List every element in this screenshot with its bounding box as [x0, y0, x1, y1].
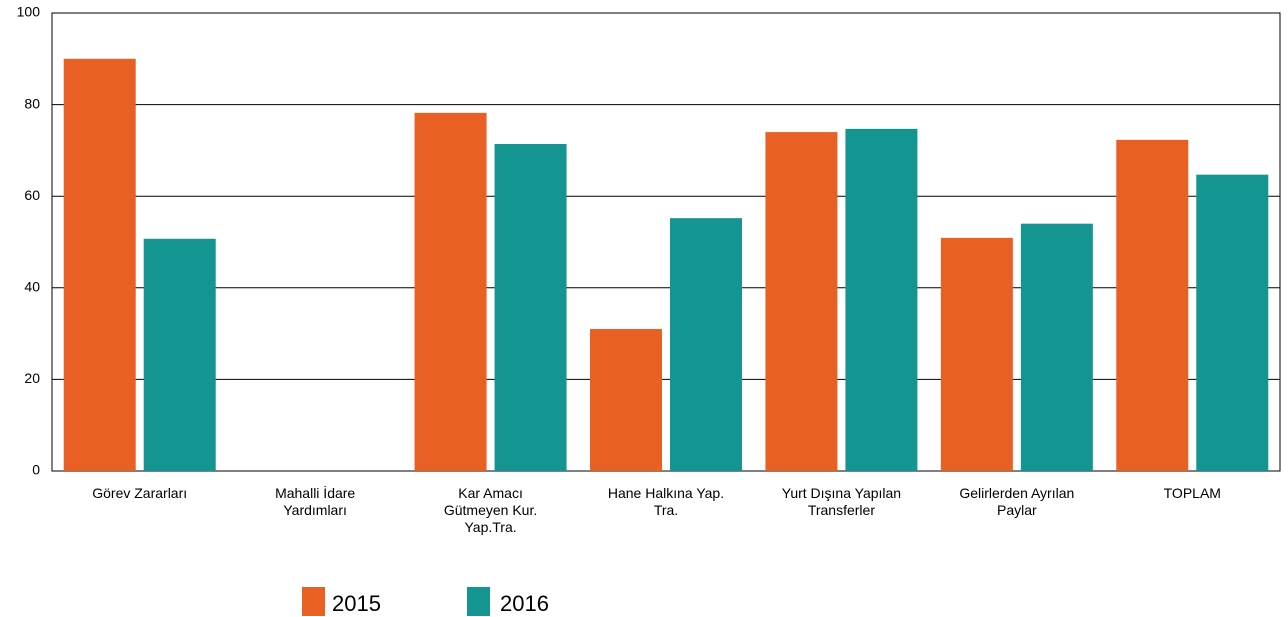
y-tick-label: 80: [24, 95, 40, 111]
x-tick-label: Hane Halkına Yap. Tra.: [607, 485, 725, 518]
legend-label: 2015: [332, 591, 381, 616]
bar: [494, 143, 567, 471]
bar: [1020, 223, 1093, 471]
y-tick-label: 20: [24, 370, 40, 386]
bar: [143, 238, 216, 471]
bar: [63, 58, 136, 472]
x-tick-label: Görev Zararları: [92, 485, 188, 501]
legend-swatch: [467, 587, 490, 616]
bar: [414, 112, 487, 472]
bar: [940, 237, 1013, 471]
bar: [845, 128, 918, 471]
legend-label: 2016: [500, 591, 549, 616]
x-tick-label: Kar Amacı Gütmeyen Kur. Yap.Tra.: [443, 485, 538, 535]
bar: [670, 218, 742, 471]
x-tick-label: Gelirlerden Ayrılan Paylar: [959, 485, 1075, 518]
y-tick-label: 100: [17, 4, 41, 20]
y-tick-label: 60: [24, 187, 40, 203]
plot-frame: [51, 12, 1281, 472]
bar: [1116, 139, 1189, 471]
y-tick-label: 0: [32, 462, 40, 478]
x-tick-label: Mahalli İdare Yardımları: [275, 485, 356, 518]
y-tick-label: 40: [24, 279, 40, 295]
x-tick-label: TOPLAM: [1163, 485, 1221, 501]
bar: [765, 132, 838, 471]
x-tick-label: Yurt Dışına Yapılan Transferler: [781, 485, 902, 518]
legend-swatch: [302, 587, 325, 616]
bar: [1196, 174, 1269, 471]
bar: [590, 329, 662, 471]
